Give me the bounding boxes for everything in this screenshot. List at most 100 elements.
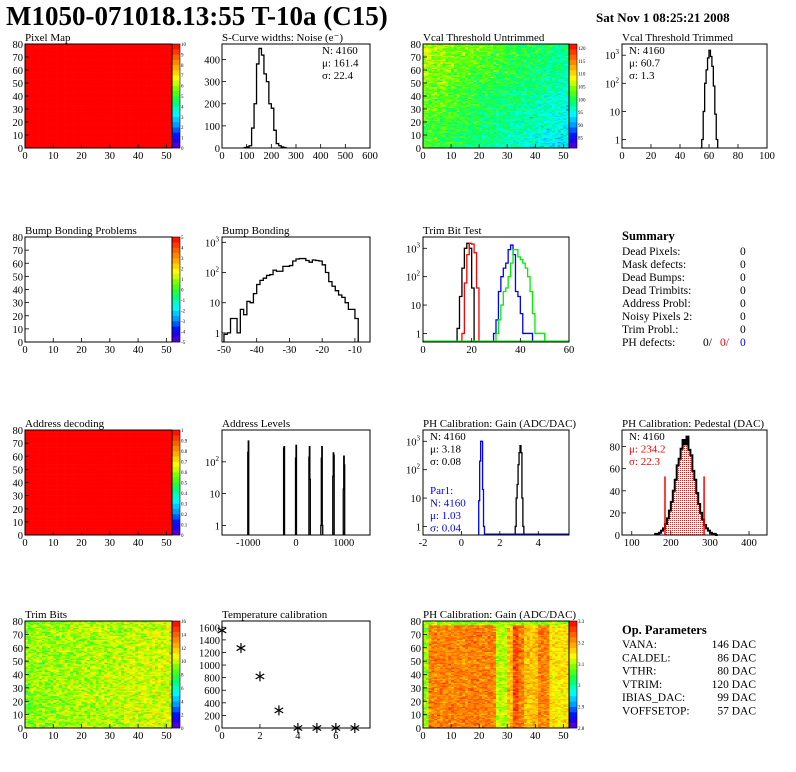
heatmap-cell <box>75 53 80 55</box>
heatmap-cell <box>50 127 54 129</box>
heatmap-cell <box>56 47 60 50</box>
heatmap-cell <box>58 79 63 81</box>
heatmap-cell <box>95 53 99 55</box>
heatmap-cell <box>33 76 37 79</box>
heatmap-cell <box>70 138 74 141</box>
heatmap-cell <box>44 59 48 62</box>
heatmap-cell <box>106 90 111 93</box>
heatmap-cell <box>70 70 74 72</box>
heatmap-cell <box>78 96 82 98</box>
heatmap-cell <box>73 92 77 94</box>
heatmap-cell <box>64 81 68 84</box>
heatmap-cell <box>39 71 43 73</box>
heatmap-cell <box>126 93 130 95</box>
heatmap-cell <box>70 140 74 142</box>
heatmap-cell <box>106 45 111 47</box>
heatmap-cell <box>75 90 80 93</box>
colorbar-cell <box>172 142 180 149</box>
heatmap-cell <box>61 55 65 58</box>
heatmap-cell <box>64 93 68 95</box>
heatmap-cell <box>115 75 119 77</box>
heatmap-cell <box>81 72 85 75</box>
heatmap-cell <box>56 58 60 60</box>
heatmap-cell <box>56 81 60 84</box>
heatmap-cell <box>64 119 68 121</box>
heatmap-cell <box>47 67 51 69</box>
heatmap-cell <box>98 47 102 50</box>
heatmap-cell <box>30 55 34 58</box>
heatmap-cell <box>64 90 68 93</box>
heatmap-cell <box>27 89 31 92</box>
heatmap-cell <box>50 94 54 97</box>
heatmap-cell <box>112 98 116 101</box>
heatmap-cell <box>39 115 43 118</box>
heatmap-cell <box>118 142 122 145</box>
heatmap-cell <box>33 120 37 123</box>
heatmap-cell <box>50 64 54 67</box>
heatmap-cell <box>87 114 91 116</box>
colorbar-tick-label: 7 <box>181 74 184 79</box>
heatmap-cell <box>73 101 77 103</box>
heatmap-cell <box>41 135 46 137</box>
heatmap-cell <box>121 102 125 105</box>
heatmap-cell <box>44 89 48 92</box>
heatmap-cell <box>81 106 85 108</box>
heatmap-cell <box>56 90 60 93</box>
heatmap-cell <box>78 50 82 53</box>
heatmap-cell <box>53 62 57 64</box>
heatmap-cell <box>118 112 122 115</box>
heatmap-cell <box>118 105 122 107</box>
heatmap-cell <box>41 76 46 79</box>
heatmap-cell <box>41 125 46 128</box>
heatmap-cell <box>50 59 54 62</box>
heatmap-cell <box>92 80 96 82</box>
heatmap-cell <box>115 67 119 69</box>
heatmap-cell <box>27 106 31 108</box>
heatmap-cell <box>129 64 133 67</box>
heatmap-cell <box>95 70 99 72</box>
heatmap-cell <box>30 93 34 95</box>
heatmap-cell <box>33 46 37 49</box>
x-tick-label: 0 <box>219 151 224 162</box>
heatmap-cell <box>123 50 128 53</box>
heatmap-cell <box>78 86 82 89</box>
heatmap-cell <box>95 144 99 146</box>
heatmap-cell <box>104 144 108 146</box>
heatmap-cell <box>58 45 63 47</box>
heatmap-cell <box>115 63 119 66</box>
heatmap-cell <box>47 105 51 107</box>
heatmap-cell <box>115 119 119 121</box>
heatmap-cell <box>95 99 99 102</box>
heatmap-cell <box>41 92 46 94</box>
heatmap-cell <box>112 123 116 125</box>
heatmap-cell <box>104 67 108 69</box>
heatmap-cell <box>33 83 37 85</box>
heatmap-cell <box>30 53 34 55</box>
heatmap-cell <box>70 124 74 127</box>
heatmap-cell <box>30 71 34 73</box>
heatmap-cell <box>73 47 77 50</box>
heatmap-cell <box>109 60 113 63</box>
heatmap-cell <box>39 76 43 79</box>
heatmap-cell <box>47 84 51 86</box>
heatmap-cell <box>64 67 68 69</box>
heatmap-cell <box>75 136 80 138</box>
heatmap-cell <box>112 49 116 51</box>
heatmap-cell <box>95 122 99 124</box>
heatmap-cell <box>27 62 31 64</box>
heatmap-cell <box>30 89 34 92</box>
heatmap-cell <box>95 67 99 69</box>
heatmap-cell <box>123 107 128 110</box>
heatmap-cell <box>44 49 48 51</box>
heatmap-cell <box>92 68 96 71</box>
heatmap-cell <box>58 89 63 92</box>
heatmap-cell <box>123 59 128 62</box>
heatmap-cell <box>70 67 74 69</box>
heatmap-cell <box>126 83 130 85</box>
heatmap-cell <box>50 55 54 58</box>
heatmap-cell <box>47 140 51 142</box>
heatmap-cell <box>33 89 37 92</box>
heatmap-cell <box>44 137 48 140</box>
heatmap-cell <box>81 145 85 147</box>
heatmap-cell <box>70 53 74 55</box>
